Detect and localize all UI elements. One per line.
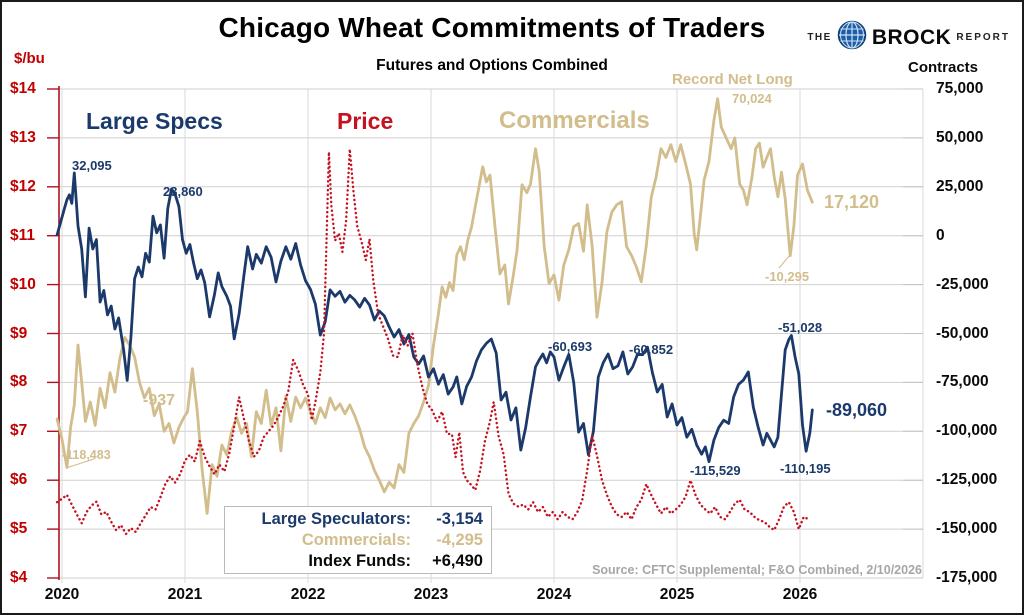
y-axis-right-tick: -50,000 — [936, 324, 989, 342]
y-axis-right-tick: 25,000 — [936, 177, 984, 195]
page-title: Chicago Wheat Commitments of Traders — [218, 12, 766, 43]
annotation-60693: -60,693 — [548, 339, 593, 354]
x-axis-tick: 2026 — [782, 586, 818, 603]
annotation-60852: -60,852 — [629, 342, 674, 357]
annotation-32095: 32,095 — [72, 158, 112, 173]
legend-row-index-funds: Index Funds: +6,490 — [227, 551, 483, 571]
annotation-record-net-long: Record Net Long — [672, 71, 793, 88]
logo-brock-text: BROCK — [871, 25, 952, 49]
annotation-70024: 70,024 — [732, 91, 772, 106]
y-axis-right-tick: 50,000 — [936, 128, 984, 146]
legend-row-commercials: Commercials: -4,295 — [227, 530, 483, 550]
annotation-23860: 23,860 — [163, 184, 203, 199]
y-axis-left-tick: $10 — [10, 275, 36, 293]
legend-value: -4,295 — [436, 531, 483, 549]
x-axis-tick: 2024 — [536, 586, 572, 603]
annotation-51028: -51,028 — [778, 320, 823, 335]
annotation-115529: -115,529 — [690, 463, 741, 478]
y-axis-left-tick: $4 — [10, 569, 28, 586]
y-axis-left-title: $/bu — [14, 50, 45, 67]
annotation-89060: -89,060 — [826, 400, 888, 420]
series-line-commercials — [55, 97, 814, 515]
y-axis-right-tick: 0 — [936, 226, 945, 244]
y-axis-left-tick: $5 — [10, 520, 28, 538]
x-axis-tick: 2023 — [413, 586, 449, 603]
legend-value: -3,154 — [436, 510, 483, 528]
legend-label: Index Funds: — [308, 552, 411, 570]
x-axis-tick: 2025 — [659, 586, 695, 603]
legend-value: +6,490 — [432, 552, 483, 570]
y-axis-right-tick: -25,000 — [936, 275, 989, 293]
series-label-large-specs: Large Specs — [86, 108, 223, 134]
y-axis-right-title: Contracts — [908, 59, 979, 76]
y-axis-right-tick: -100,000 — [936, 422, 998, 440]
y-axis-left-tick: $13 — [10, 128, 36, 146]
annotation-callout-line — [778, 254, 791, 269]
brock-report-logo: THE BROCK REPORT — [807, 20, 1010, 55]
y-axis-right-tick: -75,000 — [936, 373, 989, 391]
annotation-17120: 17,120 — [824, 192, 880, 212]
annotation-110195: -110,195 — [780, 461, 831, 476]
legend-label: Large Speculators: — [261, 510, 411, 528]
annotation-10295: -10,295 — [765, 269, 810, 284]
legend-box: Large Speculators: -3,154 Commercials: -… — [224, 506, 492, 574]
legend-label: Commercials: — [301, 531, 411, 549]
y-axis-right-tick: -125,000 — [936, 471, 998, 489]
y-axis-right-tick: 75,000 — [936, 80, 984, 97]
y-axis-left-tick: $14 — [10, 80, 36, 97]
globe-icon — [837, 20, 867, 55]
annotation-118483: -118,483 — [62, 448, 111, 462]
annotation-937: -937 — [143, 392, 176, 409]
y-axis-right-tick: -150,000 — [936, 520, 998, 538]
y-axis-left-tick: $8 — [10, 373, 28, 391]
chart-subtitle: Futures and Options Combined — [376, 57, 608, 74]
y-axis-left-tick: $11 — [10, 226, 36, 244]
y-axis-right-tick: -175,000 — [936, 569, 998, 586]
logo-the-text: THE — [807, 32, 832, 43]
x-axis-tick: 2021 — [167, 586, 203, 603]
series-label-price: Price — [337, 108, 394, 134]
y-axis-left-tick: $9 — [10, 324, 28, 342]
logo-report-text: REPORT — [956, 32, 1010, 43]
x-axis-tick: 2020 — [44, 586, 80, 603]
series-label-commercials: Commercials — [499, 107, 650, 134]
legend-row-large-speculators: Large Speculators: -3,154 — [227, 509, 483, 529]
annotation-callout-line — [65, 458, 95, 469]
series-line-price — [55, 147, 810, 536]
source-note: Source: CFTC Supplemental; F&O Combined,… — [592, 563, 922, 577]
y-axis-left-tick: $6 — [10, 471, 28, 489]
x-axis-tick: 2022 — [290, 586, 326, 603]
series-line-large-specs — [55, 171, 814, 464]
y-axis-left-tick: $12 — [10, 177, 36, 195]
y-axis-left-tick: $7 — [10, 422, 28, 440]
